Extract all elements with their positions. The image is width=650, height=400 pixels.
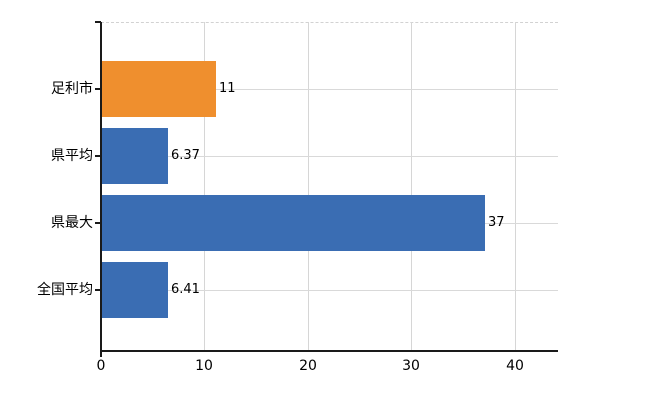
value-label: 11 — [219, 81, 236, 96]
x-tick-label: 0 — [96, 358, 106, 374]
y-axis-tick — [95, 155, 101, 157]
bar-県平均 — [102, 128, 168, 184]
bar-県最大 — [102, 195, 485, 251]
y-axis-tick — [95, 289, 101, 291]
bar-足利市 — [102, 61, 216, 117]
category-label: 県平均 — [51, 148, 93, 164]
vertical-gridline — [308, 22, 309, 351]
value-label: 6.37 — [171, 148, 200, 163]
plot-area: 11 6.37 37 6.41 — [101, 22, 558, 352]
value-label: 6.41 — [171, 282, 200, 297]
x-axis-line — [101, 350, 558, 352]
vertical-gridline — [515, 22, 516, 351]
category-label: 県最大 — [51, 215, 93, 231]
y-axis-line — [100, 22, 102, 357]
category-label: 足利市 — [51, 81, 93, 97]
y-axis-tick — [95, 222, 101, 224]
x-tick-label: 40 — [506, 358, 524, 374]
y-axis-top-tick — [95, 21, 101, 23]
vertical-gridline — [204, 22, 205, 351]
horizontal-gridline — [101, 156, 558, 157]
value-label: 37 — [488, 215, 505, 230]
x-tick-label: 30 — [402, 358, 420, 374]
y-axis-tick — [95, 88, 101, 90]
category-label: 全国平均 — [37, 282, 93, 298]
x-tick-label: 10 — [195, 358, 213, 374]
horizontal-gridline — [101, 89, 558, 90]
plot-top-border — [101, 22, 558, 23]
horizontal-gridline — [101, 290, 558, 291]
x-tick-label: 20 — [299, 358, 317, 374]
bar-全国平均 — [102, 262, 168, 318]
vertical-gridline — [411, 22, 412, 351]
